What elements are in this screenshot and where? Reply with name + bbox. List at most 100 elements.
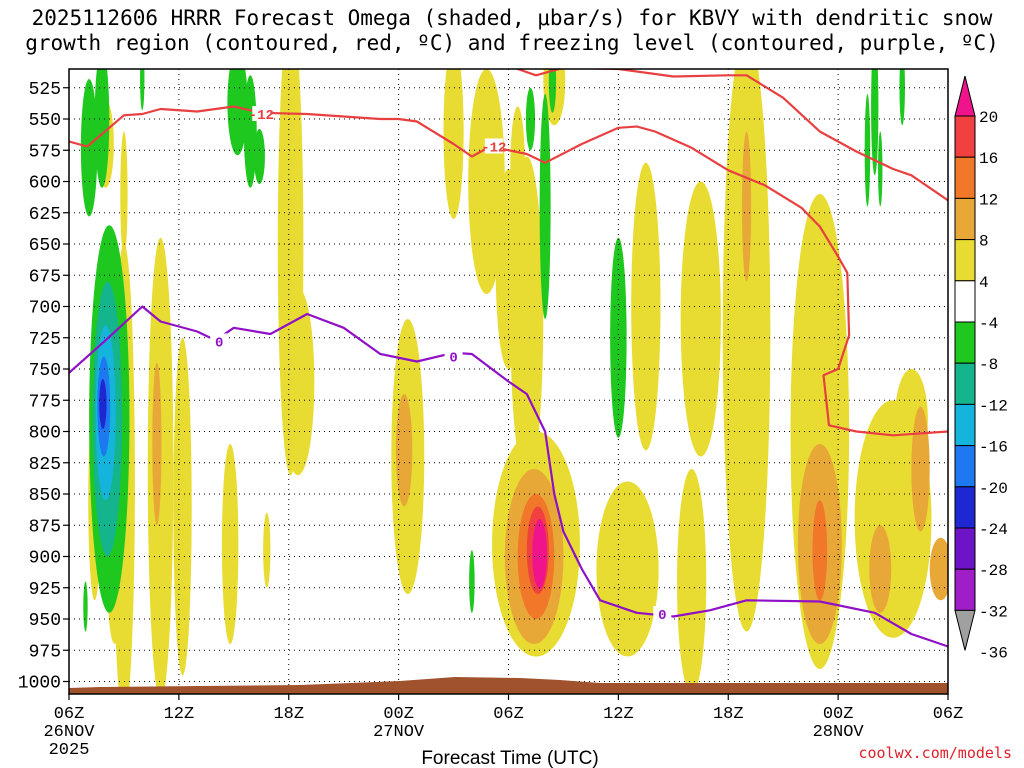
y-tick-label: 1000 — [18, 674, 61, 694]
y-tick-label: 600 — [29, 174, 61, 194]
omega-ascent-region — [227, 69, 248, 156]
y-tick-label: 750 — [29, 361, 61, 381]
colorbar-bin — [954, 445, 976, 488]
freezing-level-label: 0 — [215, 336, 223, 352]
y-tick-label: 675 — [29, 267, 61, 287]
x-tick-label: 18Z — [713, 705, 744, 724]
omega-ascent-region — [864, 94, 871, 207]
colorbar-bin — [954, 486, 976, 529]
dgz-contour-label-bg — [484, 138, 503, 154]
colorbar-bin — [954, 156, 976, 199]
colorbar-label: -32 — [979, 603, 1008, 621]
omega-descent-region — [510, 156, 544, 482]
y-tick-label: 650 — [29, 236, 61, 256]
contour-lines: 0 0 0 -12 -12 — [69, 69, 948, 648]
title-line-2: growth region (contoured, red, ºC) and f… — [25, 31, 999, 55]
omega-ascent-region — [548, 69, 557, 113]
colorbar-label: 4 — [979, 274, 989, 292]
plot-area: 0 0 0 -12 -12 — [69, 69, 948, 694]
omega-ascent-region — [99, 379, 107, 429]
omega-descent-region — [911, 406, 930, 532]
x-tick-label: 12Z — [603, 705, 634, 724]
omega-ascent-region — [469, 550, 475, 613]
y-tick-label: 525 — [29, 80, 61, 100]
omega-descent-region — [929, 537, 948, 601]
colorbar-bin — [954, 280, 976, 323]
omega-ascent-region — [539, 94, 551, 319]
x-tick-date: 26NOV — [43, 723, 95, 742]
omega-ascent-region — [83, 581, 88, 632]
y-tick-label: 775 — [29, 392, 61, 412]
x-tick-label: 06Z — [933, 705, 964, 724]
y-tick-label: 700 — [29, 299, 61, 319]
omega-shading — [80, 69, 948, 694]
omega-descent-region — [812, 500, 828, 601]
y-tick-label: 850 — [29, 486, 61, 506]
omega-descent-region — [173, 337, 192, 676]
y-tick-label: 575 — [29, 142, 61, 162]
omega-descent-region — [741, 131, 752, 282]
colorbar-label: -8 — [979, 356, 998, 374]
credit-link[interactable]: coolwx.com/models — [858, 744, 1012, 762]
dgz-minus12-contour — [69, 105, 948, 437]
dgz-contour-label: -12 — [481, 141, 506, 157]
y-tick-label: 550 — [29, 111, 61, 131]
title-line-1: 2025112606 HRRR Forecast Omega (shaded, … — [31, 6, 993, 30]
y-tick-label: 800 — [29, 424, 61, 444]
y-tick-label: 975 — [29, 642, 61, 662]
x-tick-date: 28NOV — [813, 723, 865, 742]
x-tick-label: 00Z — [383, 705, 414, 724]
omega-ascent-region — [899, 69, 905, 126]
omega-descent-region — [221, 444, 239, 644]
y-tick-label: 925 — [29, 580, 61, 600]
colorbar-bin — [954, 321, 976, 364]
colorbar-bin — [954, 362, 976, 405]
colorbar-bin — [954, 115, 976, 158]
colorbar-label: -24 — [979, 521, 1008, 539]
omega-ascent-region — [253, 129, 265, 184]
colorbar-label: -12 — [979, 397, 1008, 415]
colorbar-extend-bottom — [954, 609, 976, 651]
colorbar-label: -28 — [979, 562, 1008, 580]
freezing-level-label-bg — [210, 333, 229, 349]
x-tick-date: 27NOV — [373, 723, 425, 742]
omega-descent-region — [532, 519, 547, 589]
x-tick-year: 2025 — [49, 741, 90, 760]
dgz-upper-contour — [517, 69, 948, 202]
colorbar-extend-top — [954, 75, 976, 117]
omega-descent-region — [680, 181, 721, 457]
dgz-contour-label-bg — [252, 106, 271, 121]
omega-descent-region — [120, 131, 128, 257]
omega-descent-region — [596, 481, 659, 657]
y-tick-label: 725 — [29, 330, 61, 350]
freezing-level-label-bg — [653, 606, 672, 621]
omega-ascent-region — [243, 75, 257, 188]
colorbar-label: 16 — [979, 150, 998, 168]
colorbar-label: -36 — [979, 645, 1008, 663]
colorbar-bin — [954, 527, 976, 570]
colorbar-bin — [954, 197, 976, 241]
freezing-level-label: 0 — [658, 608, 666, 624]
x-axis-title: Forecast Time (UTC) — [421, 748, 598, 768]
omega-descent-region — [468, 69, 505, 294]
omega-ascent-region — [140, 69, 145, 111]
grid-lines — [69, 69, 948, 694]
chart-title: 2025112606 HRRR Forecast Omega (shaded, … — [0, 6, 1024, 56]
colorbar-bin — [954, 239, 976, 282]
omega-ascent-region — [94, 69, 110, 188]
colorbar-label: 12 — [979, 191, 998, 209]
y-tick-label: 950 — [29, 611, 61, 631]
freezing-level-label: 0 — [449, 351, 457, 367]
y-tick-label: 900 — [29, 549, 61, 569]
colorbar-label: -4 — [979, 315, 998, 333]
colorbar-label: -20 — [979, 480, 1008, 498]
omega-ascent-region — [871, 69, 879, 176]
colorbar: 20 16 12 8 4 -4 -8 -12 -16 -20 -24 -28 -32 -36 — [954, 75, 1008, 663]
colorbar-label: 8 — [979, 233, 989, 251]
x-tick-label: 06Z — [493, 705, 524, 724]
colorbar-bin — [954, 403, 976, 447]
omega-descent-region — [722, 69, 771, 632]
omega-descent-region — [152, 362, 162, 526]
omega-descent-region — [395, 394, 413, 507]
